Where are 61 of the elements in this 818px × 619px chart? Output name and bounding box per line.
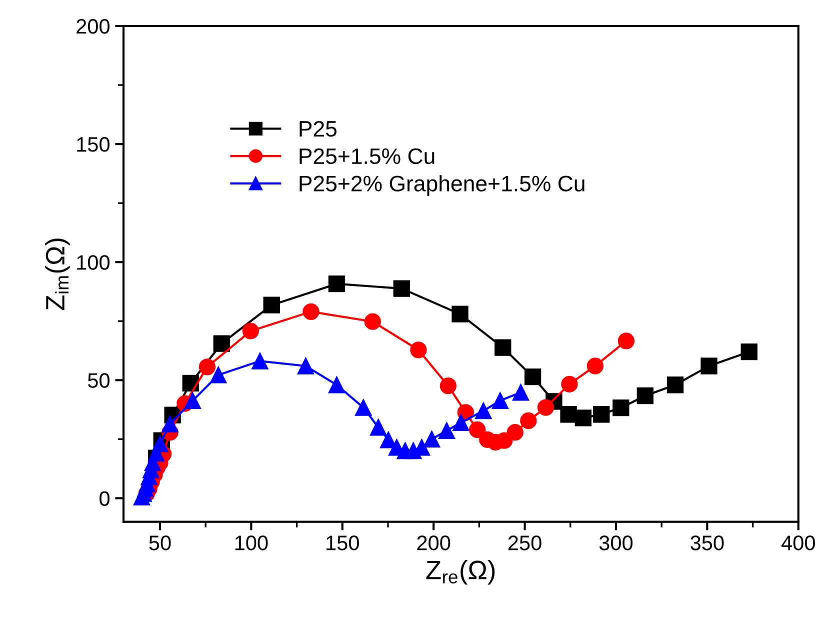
point (370, 419, 387, 436)
legend-label: P25+2% Graphene+1.5% Cu (300, 175, 584, 196)
point (492, 392, 508, 410)
point (700, 358, 718, 374)
point (242, 322, 259, 340)
point (440, 377, 457, 394)
y-tick-label: 200 (76, 19, 110, 34)
point (263, 296, 280, 314)
y-tick-label: 0 (100, 491, 110, 506)
legend-label: P25+1.5% Cu (300, 148, 434, 164)
point (355, 399, 372, 416)
point (364, 313, 381, 330)
x-axis-title: Z$_{re}$(Ω) (426, 560, 495, 585)
point (328, 275, 346, 292)
point (612, 399, 630, 416)
point (328, 376, 346, 394)
point (512, 384, 530, 401)
point (152, 436, 168, 452)
point (198, 358, 216, 376)
point (213, 335, 230, 352)
point (393, 280, 410, 297)
point (561, 376, 578, 392)
point (740, 343, 758, 360)
point (423, 430, 440, 448)
x-tick-label: 50 (149, 536, 171, 550)
x-tick-label: 300 (599, 536, 633, 550)
y-tick-label: 150 (77, 137, 110, 152)
point (506, 424, 524, 441)
point (184, 392, 201, 410)
point (537, 399, 554, 416)
point (162, 416, 178, 432)
y-tick-label: 50 (88, 373, 110, 388)
point (469, 421, 486, 438)
point (520, 412, 537, 430)
point (666, 376, 684, 394)
point (560, 406, 577, 423)
x-tick-label: 100 (235, 536, 268, 550)
point (524, 368, 542, 386)
point (252, 352, 268, 370)
point (452, 414, 470, 431)
point (593, 406, 610, 423)
x-tick-label: 250 (508, 536, 542, 550)
point (410, 342, 427, 358)
x-tick-label: 150 (326, 536, 359, 550)
point (494, 339, 512, 356)
x-tick-label: 400 (781, 536, 815, 550)
point (297, 358, 314, 374)
point (452, 306, 468, 322)
point (636, 387, 654, 404)
point (438, 422, 456, 440)
legend-label: P25 (300, 120, 337, 137)
point (475, 402, 492, 420)
x-tick-label: 200 (417, 536, 450, 550)
point (574, 410, 592, 426)
point (618, 332, 635, 350)
point (210, 366, 227, 384)
point (302, 303, 320, 320)
y-axis-title: Z$_{im}$(Ω) (45, 238, 70, 310)
y-tick-label: 100 (77, 255, 110, 270)
x-tick-label: 350 (690, 536, 724, 550)
point (586, 358, 604, 374)
